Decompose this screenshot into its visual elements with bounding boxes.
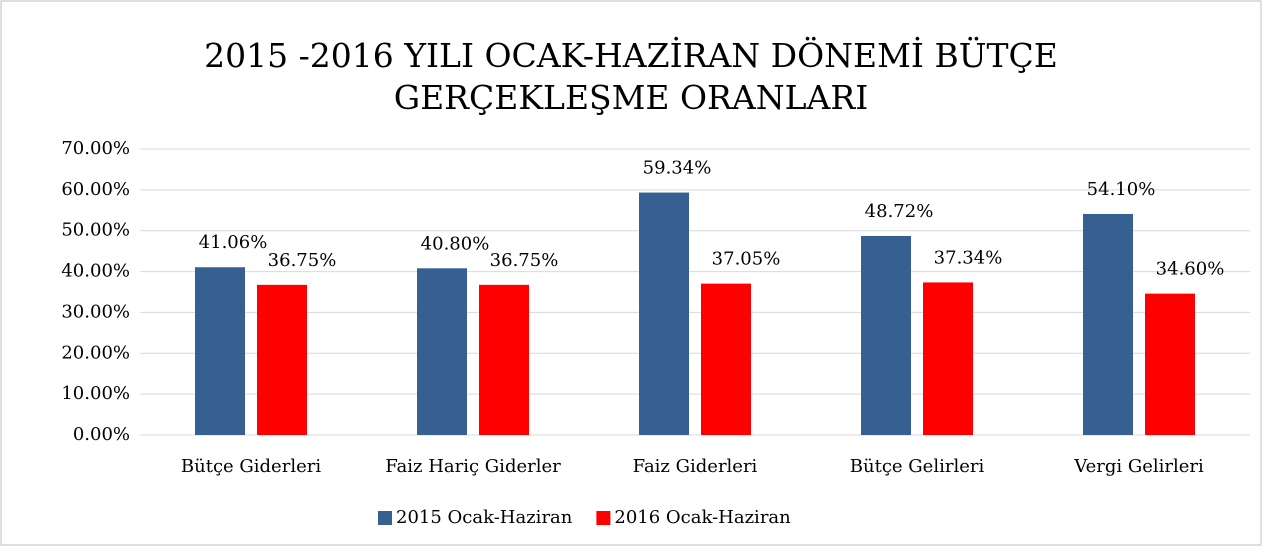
data-label: 59.34% xyxy=(643,158,712,179)
bar xyxy=(195,267,245,435)
data-label: 36.75% xyxy=(268,250,337,271)
data-label: 37.05% xyxy=(712,249,781,270)
legend-label: 2016 Ocak-Haziran xyxy=(614,507,791,528)
x-tick-label: Bütçe Gelirleri xyxy=(850,456,985,477)
y-tick-label: 40.00% xyxy=(61,261,130,282)
data-label: 41.06% xyxy=(199,232,268,253)
x-tick-label: Vergi Gelirleri xyxy=(1073,456,1204,477)
legend-swatch xyxy=(596,511,611,525)
y-tick-label: 60.00% xyxy=(61,179,130,200)
y-tick-label: 50.00% xyxy=(61,220,130,241)
x-tick-label: Faiz Giderleri xyxy=(633,456,758,477)
data-label: 36.75% xyxy=(490,250,559,271)
bar xyxy=(257,284,307,435)
bar xyxy=(923,282,973,435)
bar xyxy=(417,268,467,435)
y-tick-label: 20.00% xyxy=(61,342,130,363)
x-tick-label: Faiz Hariç Giderler xyxy=(385,456,561,477)
bar xyxy=(639,192,689,435)
data-label: 37.34% xyxy=(934,247,1003,268)
bar xyxy=(1145,293,1195,435)
chart-title: GERÇEKLEŞME ORANLARI xyxy=(394,78,869,117)
x-tick-label: Bütçe Giderleri xyxy=(181,456,321,477)
legend-label: 2015 Ocak-Haziran xyxy=(396,507,573,528)
y-tick-label: 70.00% xyxy=(61,138,130,159)
bar xyxy=(1083,213,1133,435)
data-label: 48.72% xyxy=(865,201,934,222)
chart-title: 2015 -2016 YILI OCAK-HAZİRAN DÖNEMİ BÜTÇ… xyxy=(204,35,1058,75)
data-label: 54.10% xyxy=(1087,179,1156,200)
bar xyxy=(861,235,911,435)
y-tick-label: 10.00% xyxy=(61,383,130,404)
y-tick-label: 0.00% xyxy=(73,424,130,445)
y-tick-label: 30.00% xyxy=(61,301,130,322)
data-label: 40.80% xyxy=(421,233,490,254)
data-label: 34.60% xyxy=(1156,259,1225,280)
legend-swatch xyxy=(378,511,392,525)
bar xyxy=(479,284,529,435)
bar xyxy=(701,283,751,435)
